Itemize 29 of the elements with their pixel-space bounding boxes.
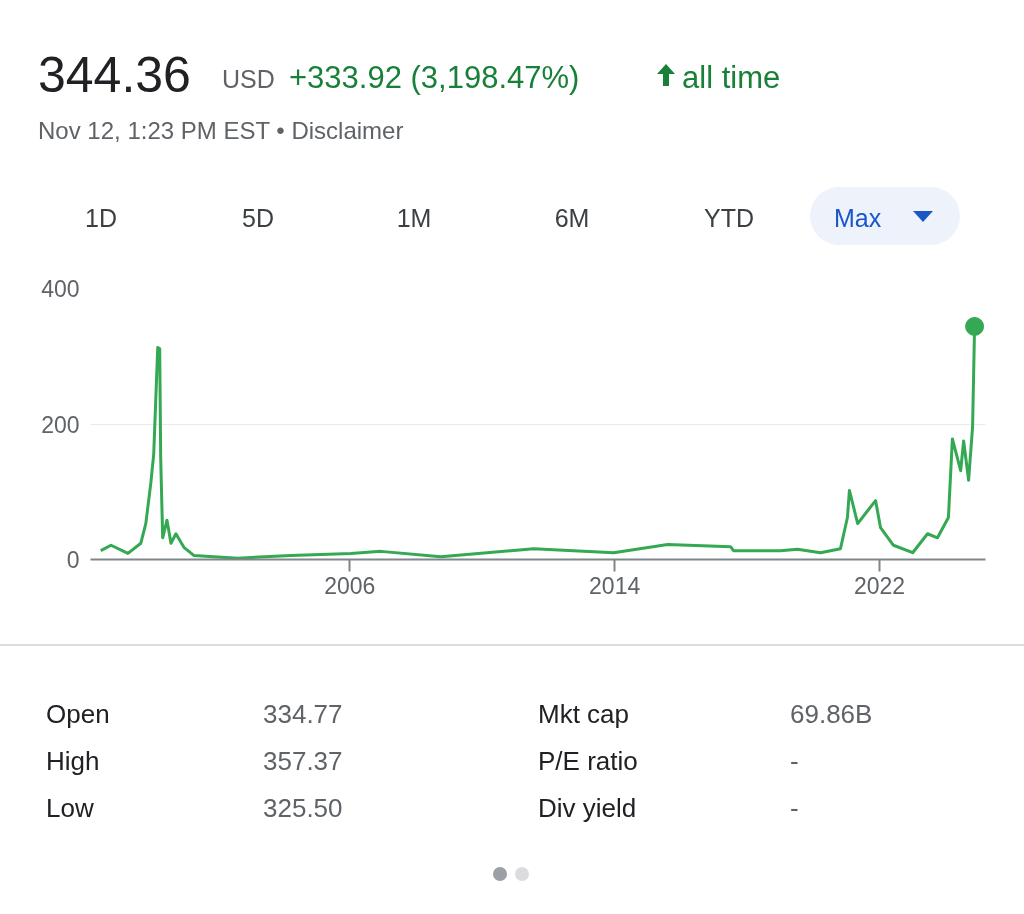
text: 1D [84, 203, 118, 234]
text: 1M [395, 203, 433, 234]
y-tick-label: 400 [41, 276, 80, 302]
chart-title: 344.36 [38, 46, 191, 105]
text: all time [682, 59, 781, 97]
text: - [790, 745, 799, 778]
text: - [790, 792, 799, 825]
text: Low [46, 792, 94, 825]
text: USD [222, 64, 275, 95]
x-tick-label: 2014 [589, 572, 641, 599]
x-tick-label: 2022 [853, 572, 906, 599]
text: Open [46, 698, 110, 731]
text: High [46, 745, 100, 778]
text: 5D [241, 203, 275, 234]
text: Mkt cap [538, 698, 630, 731]
x-tick-label: 2006 [324, 572, 376, 599]
text: +333.92 (3,198.47%) [289, 59, 580, 97]
chart-subtitle: Nov 12, 1:23 PM EST • Disclaimer [38, 116, 404, 146]
text: 69.86B [790, 698, 873, 731]
text: 6M [553, 203, 591, 234]
y-tick-label: 0 [66, 547, 80, 573]
y-tick-label: 200 [41, 411, 80, 438]
text: 325.50 [263, 792, 343, 825]
text: Div yield [538, 792, 637, 825]
text: YTD [703, 203, 755, 234]
text: 334.77 [263, 698, 343, 731]
text: 357.37 [263, 745, 343, 778]
text: P/E ratio [538, 745, 638, 778]
text: Max [834, 203, 882, 234]
